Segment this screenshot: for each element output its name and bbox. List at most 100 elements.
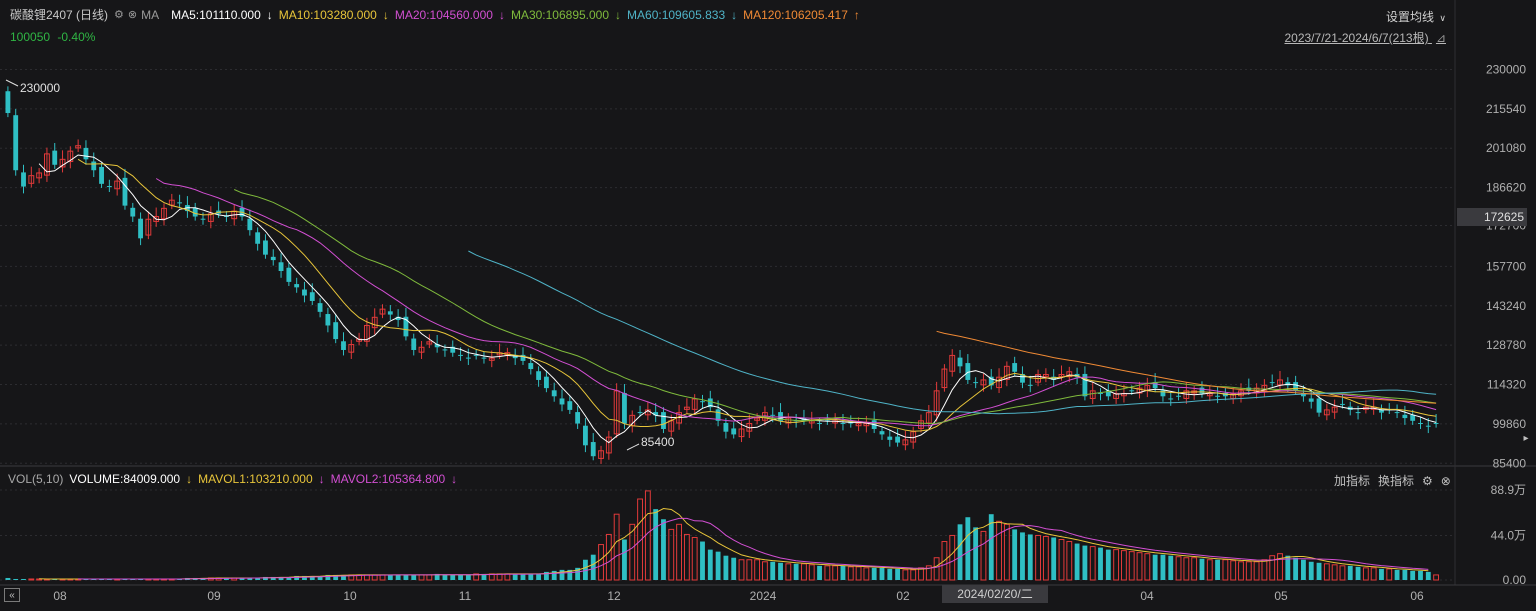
volume-bar-down: [661, 519, 666, 580]
volume-bar-down: [341, 574, 346, 580]
volume-bar-down: [567, 569, 573, 580]
current-price-tag: [1457, 208, 1527, 226]
candle-body-down: [887, 436, 893, 440]
volume-bar-down: [239, 577, 245, 580]
candle-body-up: [1066, 371, 1073, 378]
volume-bar-up: [762, 561, 768, 581]
volume-bar-down: [700, 541, 705, 580]
crosshair-date-tag: [942, 585, 1048, 603]
volume-bar-down: [590, 554, 596, 580]
volume-bar-down: [575, 567, 581, 580]
candle-body-down: [1308, 398, 1314, 402]
candle-body-up: [371, 316, 378, 329]
switch-indicator-button[interactable]: 换指标: [1378, 474, 1415, 488]
volume-bar-down: [278, 576, 284, 580]
volume-bar-up: [598, 544, 604, 581]
candle-body-up: [902, 439, 909, 446]
gear-icon[interactable]: ⚙: [1422, 473, 1433, 488]
volume-bar-down: [21, 578, 26, 580]
volume-bar-down: [957, 524, 963, 580]
volume-bar-down: [1012, 529, 1018, 580]
candle-body-down: [973, 382, 979, 384]
max-price-annotation: 230000: [20, 81, 60, 95]
candle-body-down: [458, 354, 463, 356]
candle-body-down: [840, 422, 846, 424]
volume-bar-up: [1433, 574, 1440, 581]
candle-body-down: [317, 303, 323, 312]
volume-bar-up: [676, 523, 682, 581]
close-circle-icon[interactable]: ⊗: [1440, 473, 1451, 488]
volume-bar-down: [551, 570, 557, 580]
date-range[interactable]: 2023/7/21-2024/6/7(213根) ⊿: [1284, 29, 1446, 46]
last-price: 100050: [10, 30, 51, 44]
ma120-line: [936, 330, 1437, 404]
candle-body-down: [543, 376, 549, 389]
candle-body-up: [918, 420, 924, 429]
candle-body-down: [1293, 382, 1299, 391]
volume-bar-down: [715, 551, 721, 580]
scroll-right-button[interactable]: ▸: [1523, 433, 1529, 444]
candle-body-up: [855, 423, 862, 427]
candle-body-down: [1433, 422, 1439, 424]
candle-body-up: [145, 218, 152, 236]
volume-bar-up: [1206, 559, 1213, 581]
vol-title: VOL(5,10): [8, 472, 64, 486]
time-tick-label: 11: [459, 589, 472, 603]
candle-body-down: [1199, 387, 1205, 394]
volume-bar-down: [895, 568, 901, 580]
candle-body-down: [192, 207, 198, 217]
add-indicator-button[interactable]: 加指标: [1334, 474, 1371, 488]
candle-body-up: [941, 368, 948, 389]
volume-bar-down: [333, 574, 339, 580]
candle-body-down: [715, 409, 721, 421]
volume-bar-up: [637, 498, 643, 581]
volume-bar-down: [543, 571, 549, 580]
candle-body-down: [1347, 406, 1353, 410]
price-tick-label: 99860: [1493, 417, 1527, 431]
volume-bar-down: [1168, 555, 1174, 580]
volume-bar-up: [426, 574, 433, 581]
close-circle-icon[interactable]: ⊗: [127, 9, 138, 21]
settings-ma-button[interactable]: 设置均线 ∨: [1386, 8, 1446, 25]
time-tick-label: 09: [207, 589, 221, 603]
volume-bar-up: [473, 573, 480, 581]
mavol2-value: MAVOL2:105364.800: [330, 472, 446, 486]
gear-icon[interactable]: ⚙: [114, 9, 124, 21]
candle-body-down: [661, 412, 666, 429]
mavol2-line: [78, 517, 1429, 580]
volume-bar-down: [294, 575, 300, 580]
ma-items: MA5:101110.000 ↓ MA10:103280.000 ↓ MA20:10…: [171, 8, 866, 22]
price-tick-label: 186620: [1486, 181, 1526, 195]
scroll-left-button[interactable]: «: [4, 588, 20, 602]
candle-body-down: [707, 398, 713, 408]
pin-icon[interactable]: ⊿: [1435, 31, 1446, 45]
volume-bar-down: [536, 573, 542, 580]
volume-bar-up: [1183, 557, 1190, 581]
candle-body-down: [637, 412, 643, 414]
volume-bar-up: [863, 567, 870, 581]
candle-body-up: [1089, 390, 1096, 399]
candle-body-up: [363, 324, 370, 342]
max-annotation-arrow: [5, 79, 19, 87]
volume-bar-down: [723, 555, 729, 580]
candle-body-down: [442, 349, 448, 351]
volume-bar-up: [980, 530, 987, 581]
volume-bar-up: [941, 541, 948, 581]
candle-body-down: [1425, 425, 1431, 427]
price-tick-label: 143240: [1486, 299, 1526, 313]
candle-body-down: [465, 357, 471, 359]
volume-bar-up: [1261, 559, 1268, 581]
volume-bar-down: [559, 569, 565, 580]
volume-bar-down: [1160, 554, 1166, 580]
volume-bar-down: [309, 575, 315, 580]
candle-body-down: [1301, 393, 1306, 397]
candle-body-down: [1098, 393, 1103, 395]
volume-bar-down: [653, 509, 659, 580]
candle-body-down: [731, 428, 737, 435]
candle-body-up: [75, 145, 82, 149]
candle-body-down: [122, 177, 128, 206]
volume-bar-down: [387, 574, 393, 580]
volume-bar-up: [738, 559, 745, 581]
